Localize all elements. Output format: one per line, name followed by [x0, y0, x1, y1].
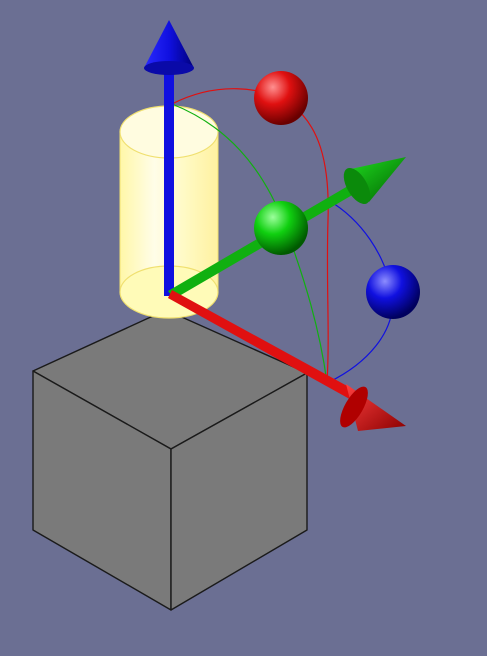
x-rotation-arc[interactable] — [171, 88, 329, 384]
sphere-icon[interactable] — [254, 71, 308, 125]
box-object[interactable] — [32, 309, 308, 611]
arrow-x-icon[interactable] — [168, 290, 406, 431]
arrow-z-icon[interactable] — [144, 20, 194, 296]
y-axis-cone-base — [343, 167, 371, 205]
box-right-face[interactable] — [170, 372, 308, 611]
z-axis-shaft[interactable] — [164, 66, 174, 296]
z-axis-cone-base — [144, 61, 194, 75]
sphere-icon[interactable] — [254, 201, 308, 255]
z-axis-cone[interactable] — [144, 20, 194, 68]
x-axis-cone-base — [340, 386, 368, 428]
sphere-icon[interactable] — [366, 265, 420, 319]
rotation-handles[interactable] — [254, 71, 420, 319]
x-axis-shaft[interactable] — [168, 290, 360, 402]
